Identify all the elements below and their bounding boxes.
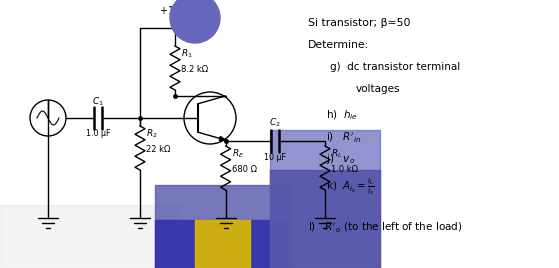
- Text: l)   $R'_o$ (to the left of the load): l) $R'_o$ (to the left of the load): [308, 220, 462, 234]
- Text: $R_2$: $R_2$: [146, 128, 158, 140]
- Text: 680 Ω: 680 Ω: [231, 166, 257, 174]
- Text: 1.0 kΩ: 1.0 kΩ: [331, 166, 358, 174]
- Text: j)   $v_o$: j) $v_o$: [326, 152, 356, 166]
- Polygon shape: [219, 136, 226, 140]
- Text: Determine:: Determine:: [308, 40, 369, 50]
- Text: $C_1$: $C_1$: [92, 96, 104, 108]
- Text: 22 kΩ: 22 kΩ: [146, 146, 170, 154]
- Circle shape: [170, 0, 220, 43]
- Text: k)  $A_{i_s} = \frac{i_L}{i_s}$: k) $A_{i_s} = \frac{i_L}{i_s}$: [326, 176, 375, 197]
- Text: 8.2 kΩ: 8.2 kΩ: [181, 65, 208, 75]
- Text: 10 μF: 10 μF: [264, 152, 286, 162]
- Text: i)   $R'_{in}$: i) $R'_{in}$: [326, 130, 361, 144]
- Text: $R_L$: $R_L$: [331, 148, 343, 160]
- Text: h)  $h_{ie}$: h) $h_{ie}$: [326, 108, 358, 122]
- Text: g)  dc transistor terminal: g) dc transistor terminal: [330, 62, 460, 72]
- Text: voltages: voltages: [356, 84, 400, 94]
- Text: $C_2$: $C_2$: [269, 117, 281, 129]
- Text: $R_1$: $R_1$: [181, 48, 193, 60]
- Text: +18 V: +18 V: [160, 6, 190, 16]
- Text: 1.0 μF: 1.0 μF: [86, 129, 110, 139]
- Text: Si transistor; β=50: Si transistor; β=50: [308, 18, 410, 28]
- Text: $R_E$: $R_E$: [231, 148, 244, 160]
